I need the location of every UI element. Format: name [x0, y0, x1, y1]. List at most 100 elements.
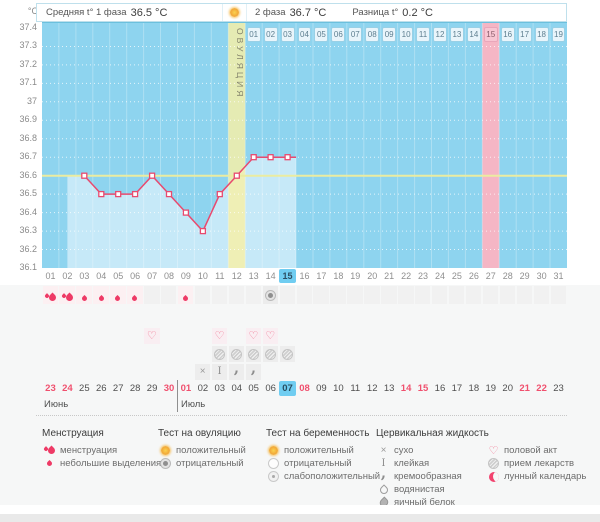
cycle-day-cell[interactable]: 11	[215, 271, 225, 281]
cycle-day-cell[interactable]: 06	[130, 271, 141, 281]
symptom-cell[interactable]	[93, 286, 109, 304]
cycle-day-cell[interactable]: 09	[180, 271, 191, 281]
calendar-date-cell[interactable]: 08	[299, 383, 310, 394]
cervical-fluid-cell[interactable]: ,	[245, 361, 262, 380]
temperature-marker[interactable]	[267, 154, 274, 161]
calendar-date-cell[interactable]: 28	[129, 383, 141, 394]
dpo-cell[interactable]: 02	[263, 27, 278, 42]
symptom-cell[interactable]	[516, 286, 533, 304]
symptom-cell[interactable]	[415, 286, 431, 304]
cycle-day-cell[interactable]: 20	[367, 271, 378, 281]
calendar-date-cell[interactable]: 21	[519, 383, 530, 394]
temperature-marker[interactable]	[131, 190, 139, 198]
intercourse-cell[interactable]: ♡	[262, 328, 279, 344]
symptom-cell[interactable]	[313, 286, 329, 304]
dpo-cell[interactable]: 15	[483, 27, 498, 42]
calendar-date-cell[interactable]: 10	[333, 383, 344, 394]
temperature-marker[interactable]	[148, 172, 156, 179]
cycle-day-cell[interactable]: 10	[197, 271, 208, 281]
calendar-date-cell[interactable]: 26	[95, 383, 107, 394]
dpo-cell[interactable]: 09	[382, 27, 397, 42]
medication-cell[interactable]	[211, 346, 228, 362]
cycle-day-cell[interactable]: 19	[350, 271, 361, 281]
symptom-cell[interactable]	[76, 286, 92, 304]
cycle-day-cell[interactable]: 08	[163, 271, 174, 281]
temperature-marker[interactable]	[115, 190, 122, 198]
cycle-day-cell[interactable]: 16	[299, 271, 310, 281]
symptom-cell[interactable]	[533, 286, 550, 304]
calendar-date-cell[interactable]: 23	[45, 383, 56, 394]
dpo-cell[interactable]: 14	[466, 27, 481, 42]
dpo-cell[interactable]: 06	[331, 27, 346, 42]
intercourse-cell[interactable]: ♡	[144, 328, 160, 344]
temperature-marker[interactable]	[81, 172, 88, 179]
symptom-cell[interactable]	[381, 286, 397, 304]
calendar-date-cell[interactable]: 16	[434, 383, 446, 394]
dpo-cell[interactable]: 12	[433, 27, 447, 42]
cycle-day-cell[interactable]: 02	[62, 271, 73, 281]
temperature-marker[interactable]	[199, 227, 207, 235]
dpo-cell[interactable]: 08	[365, 27, 380, 42]
cycle-day-cell[interactable]: 26	[468, 271, 479, 281]
calendar-date-cell[interactable]: 25	[79, 383, 90, 394]
cycle-day-cell[interactable]: 12	[231, 271, 242, 281]
cycle-day-cell[interactable]: 18	[333, 271, 344, 281]
calendar-date-cell[interactable]: 22	[536, 383, 547, 394]
symptom-cell[interactable]	[110, 286, 126, 304]
dpo-cell[interactable]: 16	[500, 27, 515, 42]
symptom-cell[interactable]	[42, 286, 58, 304]
cycle-day-cell[interactable]: 07	[147, 271, 158, 281]
dpo-cell[interactable]: 11	[416, 27, 430, 42]
symptom-cell[interactable]	[432, 286, 448, 304]
symptom-cell[interactable]	[347, 286, 363, 304]
symptom-cell[interactable]	[499, 286, 516, 304]
temperature-marker[interactable]	[165, 190, 173, 198]
cycle-day-cell[interactable]: 14	[265, 271, 276, 281]
symptom-cell[interactable]	[245, 286, 262, 304]
calendar-date-cell[interactable]: 23	[553, 383, 564, 394]
temperature-marker[interactable]	[284, 154, 291, 161]
cycle-day-cell[interactable]: 28	[502, 271, 513, 281]
calendar-date-cell[interactable]: 06	[265, 383, 276, 394]
calendar-date-cell[interactable]: 20	[502, 383, 513, 394]
calendar-date-cell[interactable]: 17	[451, 383, 463, 394]
dpo-cell[interactable]: 05	[314, 27, 329, 42]
scrollbar-track[interactable]	[0, 514, 600, 522]
cycle-day-cell[interactable]: 04	[96, 271, 107, 281]
calendar-date-cell[interactable]: 30	[163, 383, 175, 394]
cycle-day-cell[interactable]: 22	[401, 271, 412, 281]
cycle-day-cell[interactable]: 03	[79, 271, 90, 281]
cycle-day-cell[interactable]: 01	[45, 271, 56, 281]
symptom-cell[interactable]	[211, 286, 228, 304]
calendar-date-cell[interactable]: 15	[417, 383, 429, 394]
calendar-date-cell[interactable]: 01	[180, 383, 192, 394]
temperature-marker[interactable]	[182, 209, 190, 216]
dpo-cell[interactable]: 04	[297, 27, 312, 42]
symptom-cell[interactable]	[161, 286, 177, 304]
intercourse-cell[interactable]: ♡	[211, 328, 228, 344]
calendar-date-cell[interactable]: 11	[350, 383, 361, 394]
symptom-cell[interactable]	[482, 286, 499, 304]
calendar-date-cell[interactable]: 27	[112, 383, 124, 394]
dpo-cell[interactable]: 10	[399, 27, 414, 42]
calendar-date-cell[interactable]: 14	[400, 383, 412, 394]
cycle-day-cell[interactable]: 24	[434, 271, 445, 281]
cervical-fluid-cell[interactable]: ×	[194, 364, 211, 380]
medication-cell[interactable]	[279, 346, 295, 362]
cycle-day-cell[interactable]: 27	[485, 271, 496, 281]
calendar-date-cell[interactable]: 07	[279, 381, 296, 396]
temperature-marker[interactable]	[233, 172, 240, 179]
medication-cell[interactable]	[245, 346, 262, 362]
temperature-marker[interactable]	[250, 154, 257, 161]
cycle-day-cell[interactable]: 17	[316, 271, 327, 281]
symptom-cell[interactable]	[279, 286, 295, 304]
cycle-day-cell[interactable]: 13	[248, 271, 259, 281]
symptom-cell[interactable]	[296, 286, 312, 304]
symptom-cell[interactable]	[262, 286, 279, 304]
symptom-cell[interactable]	[127, 286, 143, 304]
cycle-day-cell[interactable]: 15	[279, 269, 296, 283]
dpo-cell[interactable]: 03	[280, 27, 295, 42]
cervical-fluid-cell[interactable]: I	[211, 364, 228, 380]
dpo-cell[interactable]: 01	[246, 27, 261, 42]
dpo-cell[interactable]: 17	[517, 27, 532, 42]
